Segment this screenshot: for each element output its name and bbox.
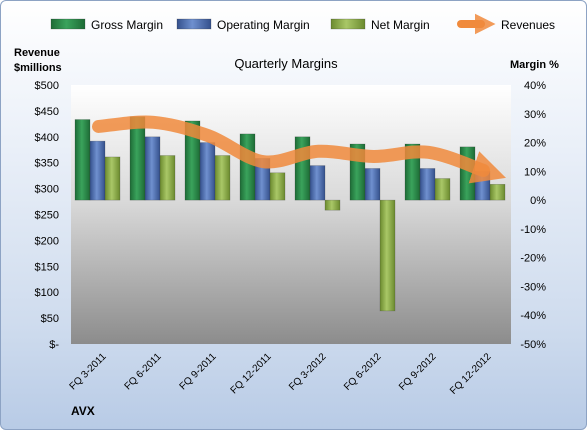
left-tick-label: $300 xyxy=(35,184,59,196)
right-tick-label: 20% xyxy=(524,138,546,150)
left-tick-label: $350 xyxy=(35,158,59,170)
legend-label: Net Margin xyxy=(371,18,430,32)
bar-net-margin xyxy=(324,199,341,211)
bar-gross-margin xyxy=(294,136,311,201)
bar-gross-margin xyxy=(459,146,476,201)
chart-title: Quarterly Margins xyxy=(234,56,338,71)
right-tick-label: 10% xyxy=(524,166,546,178)
legend-item-net-margin: Net Margin xyxy=(330,18,430,32)
right-tick-label: -20% xyxy=(520,253,546,265)
left-tick-label: $200 xyxy=(35,235,59,247)
right-tick-label: -50% xyxy=(520,339,546,351)
bar-net-margin xyxy=(214,155,231,201)
bar-net-margin xyxy=(489,183,506,201)
bar-net-margin xyxy=(434,178,451,201)
legend-label: Revenues xyxy=(501,18,555,32)
right-tick-label: 40% xyxy=(524,80,546,92)
x-tick-label: FQ 12-2012 xyxy=(448,351,494,397)
bar-net-margin xyxy=(104,156,121,201)
right-axis-label: Margin % xyxy=(510,59,559,71)
bar-operating-margin xyxy=(364,168,381,201)
left-tick-label: $- xyxy=(49,339,59,351)
left-tick-label: $150 xyxy=(35,261,59,273)
bar-net-margin xyxy=(269,172,286,201)
left-tick-label: $400 xyxy=(35,132,59,144)
company-label: AVX xyxy=(71,404,95,418)
legend: Gross Margin Operating Margin Net Margin Re… xyxy=(50,13,555,35)
legend-swatch xyxy=(176,18,212,30)
bar-operating-margin xyxy=(89,140,106,201)
x-tick-label: FQ 12-2011 xyxy=(229,351,274,396)
revenue-line xyxy=(92,115,506,184)
legend-item-gross-margin: Gross Margin xyxy=(50,18,163,32)
x-tick-label: FQ 3-2011 xyxy=(68,351,109,392)
bar-operating-margin xyxy=(144,136,161,201)
right-tick-label: 30% xyxy=(524,109,546,121)
left-axis-label-line1: Revenue xyxy=(14,47,60,59)
right-tick-label: -30% xyxy=(520,281,546,293)
bar-net-margin xyxy=(159,155,176,201)
right-tick-label: -10% xyxy=(520,224,546,236)
left-axis-ticks: $500 $450 $400 $350 $300 $250 $200 $150 $100 $50 $… xyxy=(35,80,60,351)
left-axis-label-line2: $millions xyxy=(14,62,62,74)
left-tick-label: $250 xyxy=(35,210,59,222)
x-tick-label: FQ 9-2012 xyxy=(397,351,439,393)
bar-gross-margin xyxy=(74,119,91,201)
legend-label: Operating Margin xyxy=(217,18,310,32)
right-axis-ticks: 40% 30% 20% 10% 0% -10% -20% -30% -40% -50% xyxy=(520,80,546,351)
x-tick-label: FQ 3-2012 xyxy=(287,351,329,393)
bar-operating-margin xyxy=(419,168,436,201)
legend-label: Gross Margin xyxy=(91,18,163,32)
legend-swatch xyxy=(50,18,86,30)
right-tick-label: -40% xyxy=(520,310,546,322)
bar-operating-margin xyxy=(199,142,216,201)
x-axis-labels: FQ 3-2011 FQ 6-2011 FQ 9-2011 FQ 12-2011 FQ … xyxy=(68,351,494,397)
bar-operating-margin xyxy=(309,165,326,201)
x-tick-label: FQ 9-2011 xyxy=(178,351,219,392)
left-tick-label: $50 xyxy=(41,313,59,325)
bar-net-margin xyxy=(379,199,396,312)
legend-swatch xyxy=(330,18,366,30)
bar-gross-margin xyxy=(239,133,256,201)
legend-item-revenues: Revenues xyxy=(457,13,555,35)
left-tick-label: $450 xyxy=(35,106,59,118)
x-tick-label: FQ 6-2011 xyxy=(123,351,164,392)
left-tick-label: $500 xyxy=(35,80,59,92)
left-tick-label: $100 xyxy=(35,287,59,299)
x-tick-label: FQ 6-2012 xyxy=(342,351,384,393)
legend-item-operating-margin: Operating Margin xyxy=(176,18,310,32)
right-tick-label: 0% xyxy=(530,195,546,207)
